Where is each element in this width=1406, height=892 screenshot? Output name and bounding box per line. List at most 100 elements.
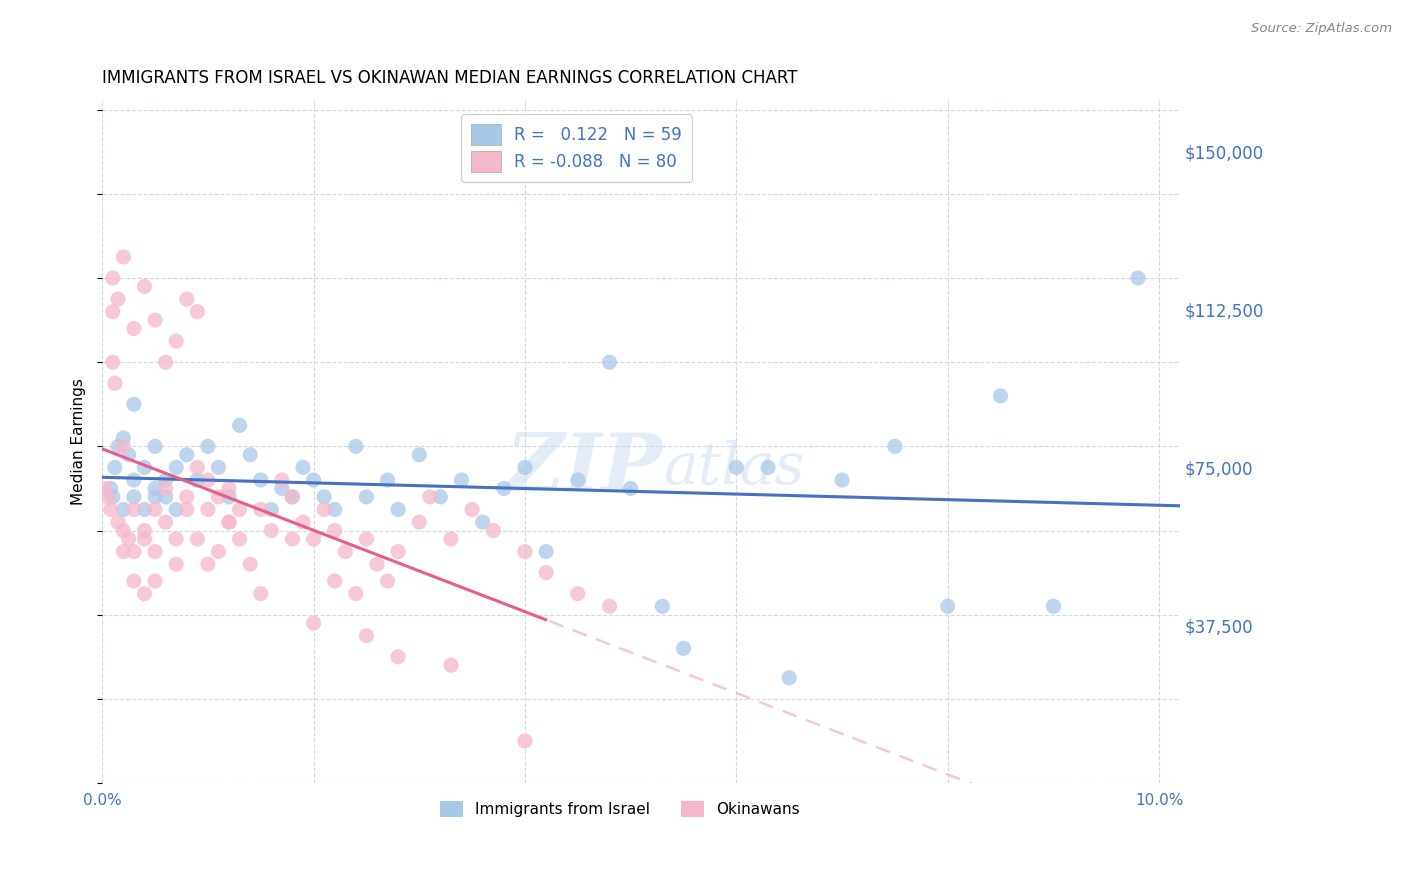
Point	[725, 460, 748, 475]
Point	[651, 599, 673, 614]
Point	[302, 532, 325, 546]
Point	[117, 448, 139, 462]
Point	[831, 473, 853, 487]
Point	[429, 490, 451, 504]
Point	[419, 490, 441, 504]
Point	[101, 355, 124, 369]
Point	[270, 482, 292, 496]
Point	[281, 490, 304, 504]
Point	[756, 460, 779, 475]
Point	[155, 355, 177, 369]
Point	[143, 482, 166, 496]
Point	[94, 482, 117, 496]
Point	[143, 544, 166, 558]
Point	[122, 473, 145, 487]
Point	[672, 641, 695, 656]
Point	[155, 473, 177, 487]
Point	[228, 502, 250, 516]
Point	[408, 515, 430, 529]
Point	[249, 587, 271, 601]
Point	[1126, 271, 1149, 285]
Point	[270, 473, 292, 487]
Point	[387, 649, 409, 664]
Point	[122, 490, 145, 504]
Point	[122, 502, 145, 516]
Point	[134, 502, 156, 516]
Point	[356, 532, 378, 546]
Point	[218, 490, 240, 504]
Point	[112, 431, 135, 445]
Point	[599, 599, 621, 614]
Point	[344, 439, 367, 453]
Point	[134, 532, 156, 546]
Text: ZIP: ZIP	[506, 430, 662, 508]
Point	[239, 558, 262, 572]
Text: Source: ZipAtlas.com: Source: ZipAtlas.com	[1251, 22, 1392, 36]
Point	[207, 460, 229, 475]
Point	[377, 574, 399, 588]
Point	[186, 460, 208, 475]
Point	[117, 532, 139, 546]
Point	[165, 502, 187, 516]
Point	[176, 502, 198, 516]
Point	[281, 532, 304, 546]
Point	[134, 587, 156, 601]
Point	[143, 574, 166, 588]
Point	[207, 544, 229, 558]
Point	[112, 544, 135, 558]
Point	[335, 544, 357, 558]
Point	[228, 418, 250, 433]
Point	[104, 460, 127, 475]
Point	[218, 515, 240, 529]
Point	[218, 482, 240, 496]
Point	[249, 473, 271, 487]
Point	[323, 524, 346, 538]
Point	[344, 587, 367, 601]
Point	[281, 490, 304, 504]
Point	[408, 448, 430, 462]
Point	[292, 460, 315, 475]
Point	[122, 544, 145, 558]
Point	[112, 439, 135, 453]
Point	[239, 448, 262, 462]
Point	[620, 482, 643, 496]
Text: IMMIGRANTS FROM ISRAEL VS OKINAWAN MEDIAN EARNINGS CORRELATION CHART: IMMIGRANTS FROM ISRAEL VS OKINAWAN MEDIA…	[103, 69, 797, 87]
Point	[314, 490, 336, 504]
Point	[197, 558, 219, 572]
Point	[387, 502, 409, 516]
Point	[461, 502, 484, 516]
Point	[482, 524, 505, 538]
Point	[197, 439, 219, 453]
Point	[101, 490, 124, 504]
Point	[143, 439, 166, 453]
Point	[112, 250, 135, 264]
Point	[323, 502, 346, 516]
Point	[440, 532, 463, 546]
Point	[356, 490, 378, 504]
Point	[249, 502, 271, 516]
Point	[567, 473, 589, 487]
Point	[143, 502, 166, 516]
Point	[186, 532, 208, 546]
Point	[302, 473, 325, 487]
Point	[450, 473, 472, 487]
Point	[197, 473, 219, 487]
Point	[101, 271, 124, 285]
Point	[513, 460, 536, 475]
Point	[134, 460, 156, 475]
Point	[186, 304, 208, 318]
Point	[100, 482, 122, 496]
Point	[567, 587, 589, 601]
Point	[104, 376, 127, 391]
Point	[186, 473, 208, 487]
Point	[197, 502, 219, 516]
Point	[513, 544, 536, 558]
Point	[440, 658, 463, 673]
Point	[107, 292, 129, 306]
Point	[100, 502, 122, 516]
Point	[534, 544, 557, 558]
Point	[165, 460, 187, 475]
Point	[260, 524, 283, 538]
Text: atlas: atlas	[662, 441, 804, 497]
Legend: Immigrants from Israel, Okinawans: Immigrants from Israel, Okinawans	[434, 795, 806, 823]
